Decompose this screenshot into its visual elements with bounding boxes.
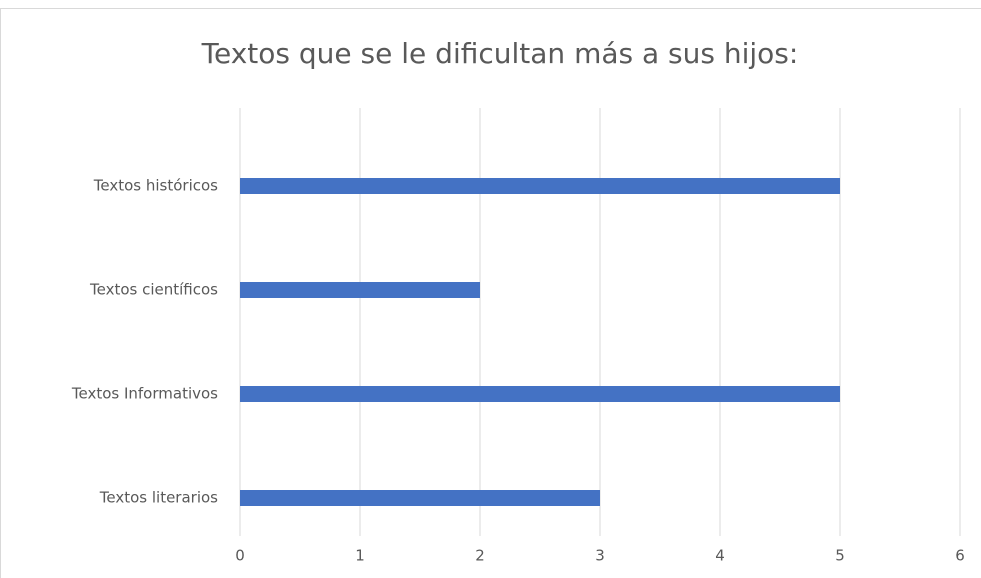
bar [240,490,600,506]
x-tick-label: 1 [355,547,365,565]
x-tick-label: 6 [955,547,965,565]
bar [240,178,840,194]
bar [240,386,840,402]
bar [240,282,480,298]
x-tick-label: 0 [235,547,245,565]
y-tick-label: Textos científicos [89,281,218,299]
chart-title: Textos que se le dificultan más a sus hi… [201,37,799,70]
chart-border [0,8,981,578]
y-tick-label: Textos históricos [93,177,218,195]
y-tick-label: Textos Informativos [71,385,218,403]
x-tick-label: 2 [475,547,485,565]
x-tick-label: 5 [835,547,845,565]
x-tick-label: 3 [595,547,605,565]
y-tick-label: Textos literarios [99,489,218,507]
x-tick-label: 4 [715,547,725,565]
